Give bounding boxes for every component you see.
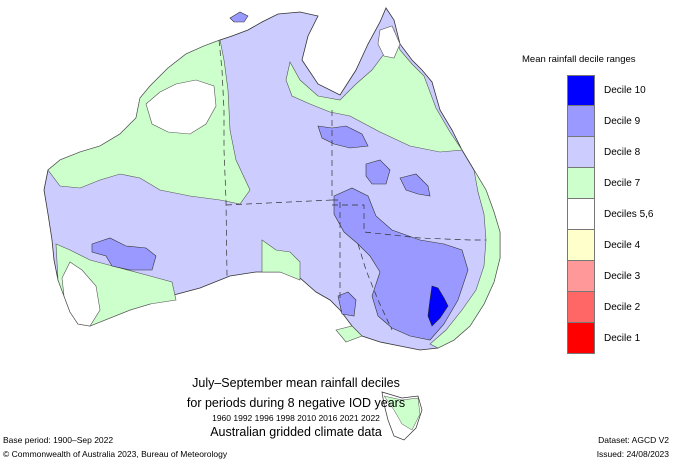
legend-label: Decile 4 [604,240,641,251]
decile5-6-cape-york [377,25,401,59]
legend-label: Decile 1 [604,333,641,344]
legend: Mean rainfall decile ranges Decile 10 Dec… [522,54,672,354]
decile5-6-kimberley [145,79,217,135]
decile7-vic [335,325,363,343]
decile9-qld-2 [399,173,431,197]
map-subtitle: for periods during 8 negative IOD years [186,396,406,410]
decile9-sa [337,291,357,317]
legend-label: Decile 10 [604,85,646,96]
base-period: Base period: 1900–Sep 2022 [3,435,114,445]
state-borders [218,39,486,331]
australia-rainfall-decile-map [43,7,501,441]
iod-years: 1960 1992 1996 1998 2010 2016 2021 2022 [212,413,380,423]
legend-item: Deciles 5,6 [567,199,672,230]
legend-item: Decile 10 [567,75,672,106]
map-title: July–September mean rainfall deciles [192,376,400,390]
legend-label: Decile 9 [604,116,641,127]
tasmania-decile7 [383,395,421,431]
legend-label: Decile 3 [604,271,641,282]
legend-items: Decile 10 Decile 9 Decile 8 Decile 7 Deciles… [567,75,672,354]
decile9-wa [91,237,157,271]
legend-label: Deciles 5,6 [604,209,654,220]
legend-swatch [567,75,595,106]
decile9-top-end-island [229,11,249,23]
legend-swatch [567,199,595,230]
data-source: Australian gridded climate data [210,425,382,439]
decile9-nt [317,125,369,149]
legend-swatch [567,106,595,137]
legend-item: Decile 8 [567,137,672,168]
decile7-north-qld [285,29,463,153]
copyright: © Commonwealth of Australia 2023, Bureau… [3,449,228,459]
dataset: Dataset: AGCD V2 [598,435,669,445]
legend-item: Decile 9 [567,106,672,137]
legend-item: Decile 2 [567,292,672,323]
legend-label: Decile 2 [604,302,641,313]
legend-swatch [567,230,595,261]
legend-item: Decile 7 [567,168,672,199]
legend-swatch [567,168,595,199]
legend-label: Decile 7 [604,178,641,189]
issued-date: Issued: 24/08/2023 [596,449,669,459]
decile10-nsw [427,285,449,327]
decile9-qld-1 [365,159,391,185]
legend-swatch [567,261,595,292]
legend-label: Decile 8 [604,147,641,158]
legend-item: Decile 3 [567,261,672,292]
legend-swatch [567,292,595,323]
legend-title: Mean rainfall decile ranges [522,54,636,65]
decile5-6-southwest-corner [61,261,101,327]
legend-swatch [567,323,595,354]
decile7-west [47,39,251,205]
decile7-south-central [261,239,301,281]
legend-swatch [567,137,595,168]
legend-item: Decile 4 [567,230,672,261]
legend-item: Decile 1 [567,323,672,354]
